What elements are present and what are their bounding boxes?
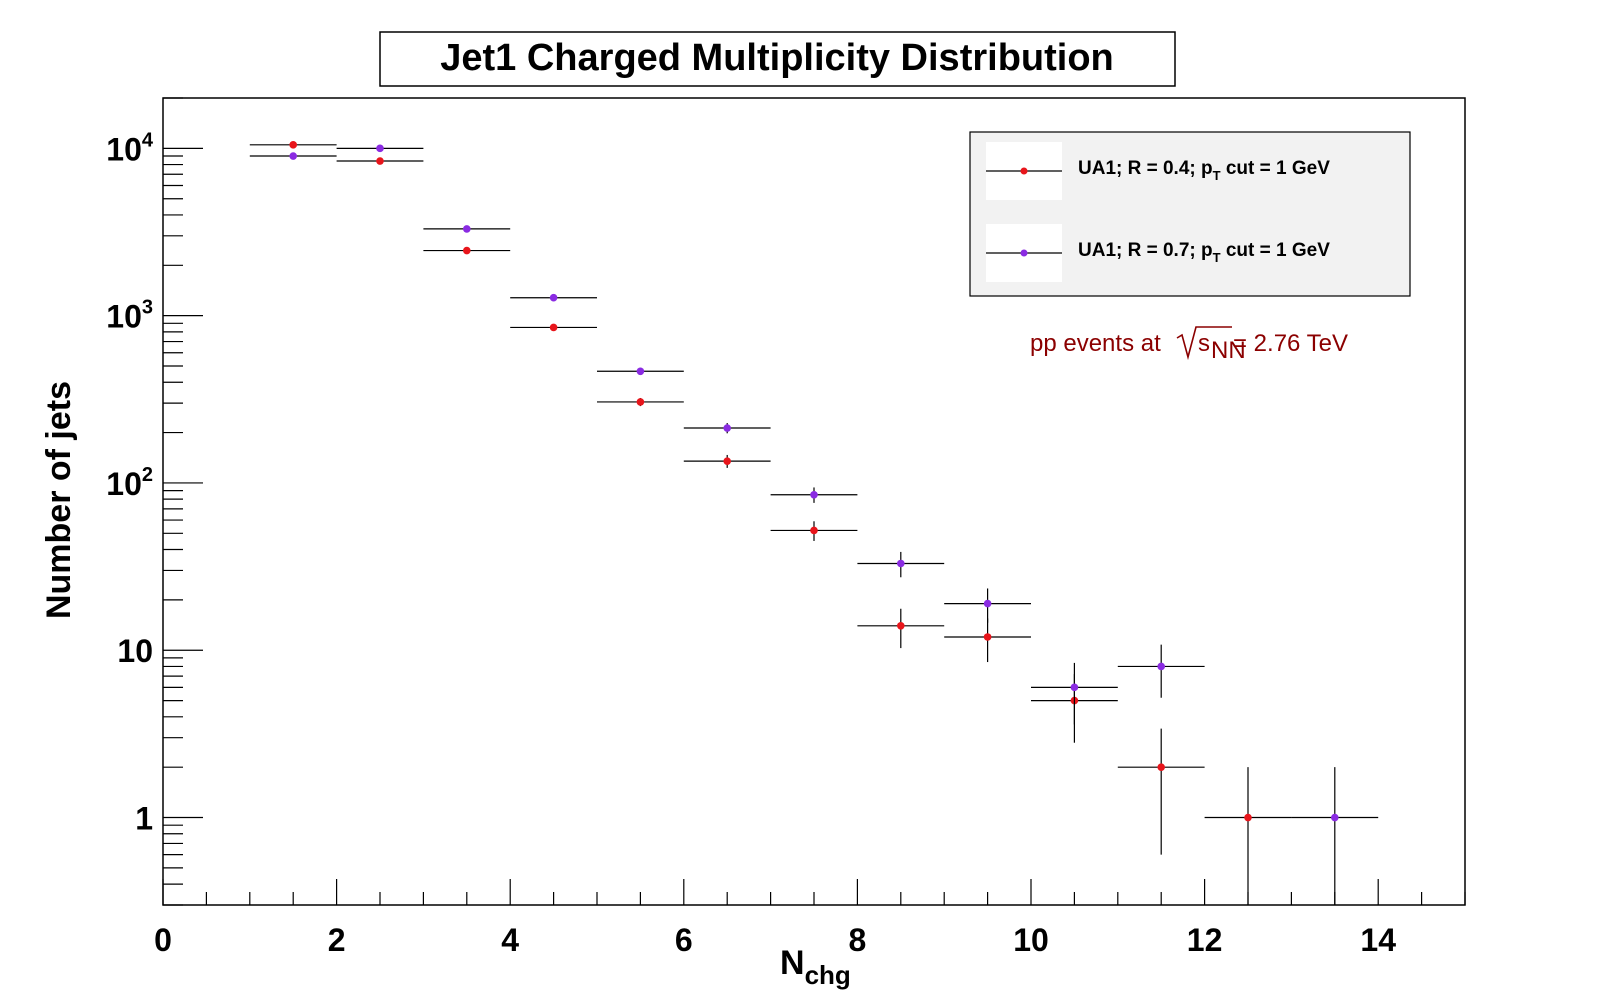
annotation-sqrt-sub: NN — [1211, 337, 1246, 364]
data-point — [376, 144, 384, 153]
y-tick-label: 102 — [106, 464, 153, 502]
data-point — [810, 526, 818, 535]
x-axis-label: Nchg — [780, 944, 851, 990]
data-point — [897, 559, 905, 568]
y-tick-label: 1 — [135, 801, 153, 837]
legend-entry-0: UA1; R = 0.4; pT cut = 1 GeV — [1078, 158, 1330, 183]
data-point — [636, 367, 645, 376]
data-point — [549, 293, 558, 302]
y-axis-ticks — [163, 97, 203, 906]
chart-title: Jet1 Charged Multiplicity Distribution — [440, 37, 1114, 79]
x-tick-label: 14 — [1360, 922, 1396, 958]
annotation-text-post: = 2.76 TeV — [1233, 330, 1348, 357]
x-tick-label: 0 — [154, 922, 172, 958]
x-tick-label: 2 — [328, 922, 346, 958]
legend-swatch-marker-1 — [1020, 249, 1028, 257]
legend-swatch-marker-0 — [1020, 167, 1028, 175]
x-tick-label: 4 — [501, 922, 519, 958]
series-1 — [249, 144, 1379, 905]
y-tick-label: 10 — [117, 633, 153, 669]
series-0 — [249, 141, 1292, 905]
data-point — [463, 225, 471, 233]
data-point — [897, 621, 905, 630]
data-point — [1157, 763, 1165, 771]
x-tick-label: 6 — [675, 922, 693, 958]
data-point — [549, 323, 558, 332]
annotation-text-pre: pp events at — [1030, 330, 1161, 357]
x-tick-label: 10 — [1013, 922, 1049, 958]
y-tick-label: 104 — [106, 129, 154, 167]
title-box — [379, 31, 1176, 87]
legend: UA1; R = 0.4; pT cut = 1 GeV UA1; R = 0.… — [969, 131, 1411, 297]
data-point — [983, 599, 992, 608]
data-point — [463, 246, 471, 255]
energy-annotation: pp events at s NN = 2.76 TeV — [1030, 326, 1348, 364]
x-axis-ticks — [162, 879, 1466, 905]
x-tick-label: 12 — [1187, 922, 1223, 958]
x-tick-label: 8 — [849, 922, 867, 958]
data-point — [1244, 813, 1252, 822]
data-point — [289, 152, 298, 160]
y-tick-label: 103 — [106, 297, 153, 335]
data-point — [723, 424, 731, 432]
y-axis-label: Number of jets — [40, 381, 78, 619]
data-point — [376, 157, 384, 165]
legend-entry-1: UA1; R = 0.7; pT cut = 1 GeV — [1078, 240, 1330, 265]
annotation-sqrt-base: s — [1198, 330, 1210, 357]
data-point — [1070, 683, 1079, 692]
data-point — [983, 633, 992, 641]
data-point — [289, 141, 298, 149]
sqrt-sign — [1176, 326, 1232, 361]
data-point — [1331, 813, 1339, 822]
data-point — [636, 398, 645, 406]
data-point — [810, 490, 818, 499]
series-layer — [249, 141, 1379, 905]
data-point — [723, 457, 731, 465]
x-axis-tick-labels: 0 2 4 6 8 10 12 14 — [154, 922, 1396, 958]
data-point — [1157, 662, 1165, 671]
y-axis-tick-labels: 1 10 102 103 104 — [106, 129, 154, 836]
